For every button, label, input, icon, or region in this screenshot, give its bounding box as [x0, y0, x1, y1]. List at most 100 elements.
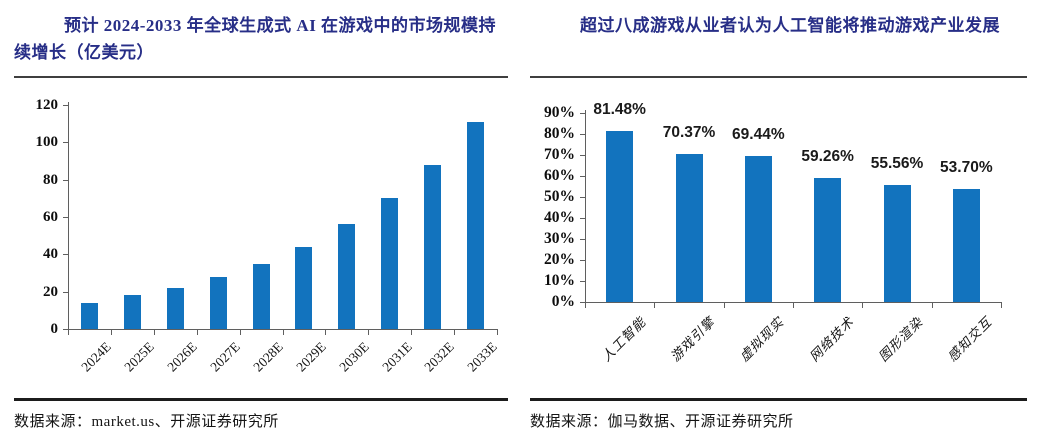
y-tick-label: 40%: [544, 209, 575, 226]
bar-2030E: [338, 224, 356, 329]
x-tick: [793, 303, 794, 308]
y-tick: [580, 176, 585, 177]
x-tick-label: 人工智能: [598, 314, 649, 365]
x-tick-label: 感知交互: [944, 314, 996, 365]
y-tick-label: 60: [43, 209, 58, 225]
x-tick-label: 2030E: [335, 339, 372, 375]
x-axis: [585, 302, 1002, 303]
x-tick: [68, 330, 69, 335]
x-tick: [325, 330, 327, 335]
x-tick: [411, 330, 413, 335]
value-label: 70.37%: [662, 124, 716, 142]
y-tick: [580, 134, 585, 135]
left-title-underline: [14, 76, 508, 78]
x-tick: [196, 330, 198, 335]
y-tick-label: 20: [43, 283, 58, 300]
left-chart-panel: 预计 2024-2033 年全球生成式 AI 在游戏中的市场规模持续增长（亿美元…: [14, 0, 508, 431]
y-tick-label: 80%: [544, 125, 575, 142]
y-tick-label: 50%: [544, 188, 575, 205]
y-axis: [585, 110, 586, 303]
x-tick-label: 2027E: [207, 339, 243, 375]
bar-2028E: [252, 263, 270, 329]
x-axis: [68, 329, 498, 330]
value-label: 81.48%: [593, 100, 646, 118]
bar-2024E: [80, 302, 98, 329]
right-chart-panel: 超过八成游戏从业者认为人工智能将推动游戏产业发展 0% 10% 20% 30% 40% 5…: [530, 0, 1027, 431]
value-label: 55.56%: [870, 155, 924, 173]
y-tick: [580, 155, 585, 156]
y-tick-label: 0%: [551, 293, 575, 310]
x-tick: [931, 303, 933, 308]
bar-2029E: [295, 246, 313, 329]
x-tick-label: 2031E: [378, 339, 415, 375]
x-tick-label: 2033E: [464, 339, 501, 375]
x-tick: [368, 330, 370, 335]
x-tick: [239, 330, 241, 335]
y-tick: [63, 254, 68, 256]
y-tick-label: 90%: [544, 104, 575, 121]
x-tick: [497, 330, 498, 335]
bar-2027E: [209, 276, 227, 329]
bar-2032E: [424, 164, 442, 329]
x-tick-label: 网络技术: [806, 314, 857, 365]
y-tick: [63, 291, 68, 293]
y-tick: [580, 113, 585, 114]
right-bottom-rule: [530, 398, 1027, 401]
right-source-note: 数据来源：伽马数据、开源证券研究所: [530, 414, 794, 430]
left-chart-title: 预计 2024-2033 年全球生成式 AI 在游戏中的市场规模持续增长（亿美元…: [14, 16, 497, 62]
y-tick-label: 100: [35, 134, 59, 151]
x-tick-label: 2025E: [121, 339, 157, 375]
value-label: 53.70%: [940, 159, 993, 177]
x-tick: [585, 303, 586, 308]
bar-2033E: [467, 121, 485, 329]
x-tick-label: 2029E: [293, 339, 329, 375]
left-bar-chart: 0 20 40 60 80 100 120 2024E 2025E 2026E 2027E 2028E…: [14, 78, 508, 398]
y-tick: [63, 329, 68, 330]
y-tick: [63, 217, 68, 218]
x-tick: [153, 330, 155, 335]
x-tick: [654, 303, 656, 308]
x-tick-label: 图形渲染: [875, 314, 926, 365]
y-tick: [580, 197, 585, 198]
bar-感知交互: [952, 189, 980, 302]
x-tick-label: 2026E: [164, 339, 200, 375]
y-axis: [68, 102, 69, 330]
bar-虚拟现实: [744, 156, 772, 302]
x-tick: [454, 330, 456, 335]
x-tick: [110, 330, 112, 335]
bar-2026E: [166, 287, 184, 329]
y-tick: [63, 179, 68, 181]
x-tick-label: 2028E: [250, 339, 286, 375]
y-tick-label: 20%: [544, 251, 575, 268]
bar-人工智能: [606, 130, 634, 302]
y-tick-label: 40: [43, 246, 58, 263]
x-tick-label: 游戏引擎: [667, 314, 718, 365]
right-chart-title: 超过八成游戏从业者认为人工智能将推动游戏产业发展: [580, 16, 1000, 35]
y-tick-label: 30%: [544, 230, 575, 247]
y-tick-label: 0: [50, 321, 59, 337]
x-tick: [1001, 303, 1002, 308]
y-tick: [580, 239, 585, 240]
x-tick-label: 虚拟现实: [736, 314, 788, 365]
bar-游戏引擎: [675, 154, 703, 302]
right-bar-chart: 0% 10% 20% 30% 40% 50% 60% 70% 80% 90% 人工智能 81.48% 游…: [530, 78, 1027, 398]
y-tick-label: 60%: [544, 167, 575, 184]
y-tick-label: 120: [35, 97, 59, 113]
x-tick: [862, 303, 864, 308]
y-tick: [580, 260, 585, 261]
y-tick: [63, 142, 68, 144]
left-bottom-rule: [14, 398, 508, 401]
y-tick: [580, 281, 585, 282]
x-tick-label: 2024E: [78, 339, 115, 375]
value-label: 59.26%: [801, 147, 854, 165]
y-tick: [580, 218, 585, 219]
x-tick: [282, 330, 284, 335]
x-tick-label: 2032E: [421, 339, 458, 375]
left-source-note: 数据来源：market.us、开源证券研究所: [14, 414, 279, 430]
bar-2031E: [381, 198, 399, 329]
value-label: 69.44%: [732, 126, 785, 144]
bar-网络技术: [814, 177, 842, 302]
y-tick-label: 80: [43, 171, 58, 188]
x-tick: [723, 303, 725, 308]
